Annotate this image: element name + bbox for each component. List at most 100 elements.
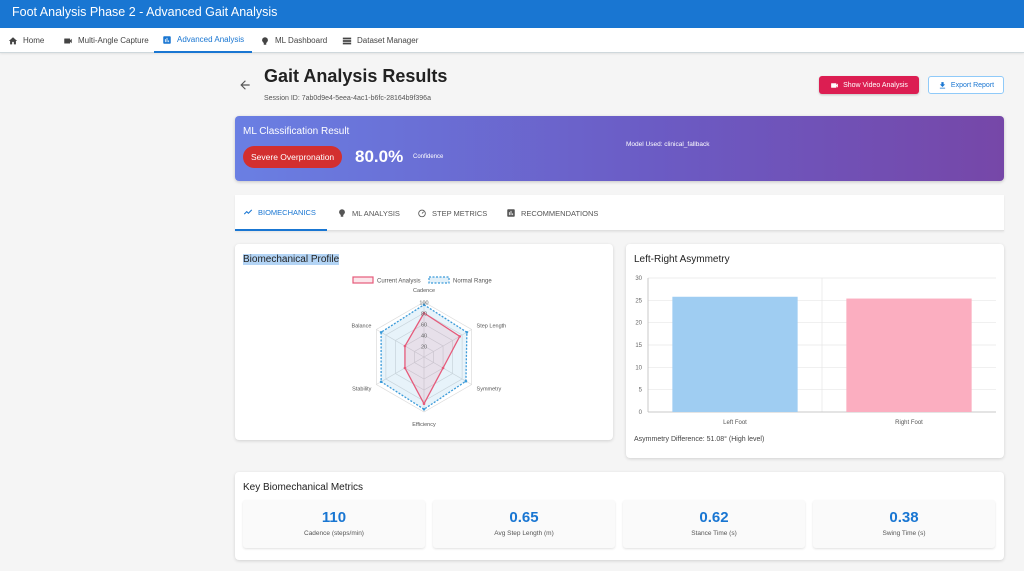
x-tick-label: Left Foot (723, 420, 747, 426)
radar-axis-label: Symmetry (477, 387, 502, 393)
show-video-analysis-label: Show Video Analysis (843, 81, 908, 89)
metric-cadence: 110 Cadence (steps/min) (243, 500, 425, 548)
asymmetry-difference: Asymmetry Difference: 51.08° (High level… (634, 436, 765, 443)
metric-swing-time-label: Swing Time (s) (882, 530, 926, 537)
metric-swing-time-value: 0.38 (889, 509, 919, 526)
analysis-tabs: BIOMECHANICS ML ANALYSIS STEP METRICS RE… (235, 195, 1004, 231)
radar-tick-label: 60 (421, 323, 427, 329)
radar-point (422, 407, 426, 411)
radar-spoke (423, 356, 472, 385)
radar-point (465, 330, 469, 334)
back-arrow-icon[interactable] (238, 78, 252, 92)
key-metrics-card: Key Biomechanical Metrics 110 Cadence (s… (235, 472, 1004, 560)
radar-point (422, 303, 426, 307)
legend-swatch (428, 276, 450, 284)
metric-cadence-value: 110 (321, 509, 347, 526)
tab-recommendations-label: RECOMMENDATIONS (521, 208, 599, 218)
metric-step-length: 0.65 Avg Step Length (m) (433, 500, 615, 548)
brain-icon (262, 36, 268, 45)
ml-classification-title: ML Classification Result (243, 126, 350, 137)
nav-ml-dashboard[interactable]: ML Dashboard (252, 28, 335, 53)
radar-tick-label: 100 (419, 301, 428, 307)
radar-spoke (376, 329, 425, 358)
legend-swatch (352, 276, 374, 284)
nav-advanced-analysis[interactable]: Advanced Analysis (154, 28, 253, 53)
nav-home-label: Home (23, 36, 45, 45)
radar-axis-label: Efficiency (412, 422, 436, 428)
app-title: Foot Analysis Phase 2 - Advanced Gait An… (12, 5, 278, 19)
radar-axis-label: Stability (352, 387, 372, 393)
radar-tick-label: 20 (421, 345, 427, 351)
bar-chart-icon (163, 35, 171, 44)
nav-multi-angle-capture[interactable]: Multi-Angle Capture (55, 28, 157, 53)
radar-point (458, 335, 462, 338)
brain-icon (339, 209, 345, 217)
biomechanical-profile-title: Biomechanical Profile (243, 254, 340, 265)
bar-right-foot (846, 298, 972, 412)
ml-classification-card: ML Classification Result Severe Overpron… (235, 116, 1004, 181)
tab-step-metrics[interactable]: STEP METRICS (409, 195, 495, 231)
y-tick-label: 20 (635, 321, 642, 327)
export-report-button[interactable]: Export Report (928, 76, 1004, 94)
tab-ml-analysis[interactable]: ML ANALYSIS (329, 195, 408, 231)
y-tick-label: 5 (639, 388, 643, 394)
x-tick-label: Right Foot (895, 420, 923, 426)
radar-tick-label: 40 (421, 334, 427, 340)
nav-dataset-manager-label: Dataset Manager (357, 36, 419, 45)
confidence-label: Confidence (413, 154, 444, 160)
radar-point (403, 344, 407, 348)
asymmetry-title: Left-Right Asymmetry (634, 254, 730, 265)
video-camera-icon (64, 38, 72, 43)
show-video-analysis-button[interactable]: Show Video Analysis (819, 76, 919, 94)
legend-label: Normal Range (453, 279, 492, 285)
metric-step-length-label: Avg Step Length (m) (494, 530, 554, 537)
nav-multi-angle-capture-label: Multi-Angle Capture (78, 36, 149, 45)
top-nav: Home Multi-Angle Capture Advanced Analys… (0, 28, 1024, 53)
radar-spoke (376, 356, 425, 385)
model-used: Model Used: clinical_fallback (626, 141, 710, 148)
download-icon (939, 81, 946, 88)
y-tick-label: 0 (639, 410, 643, 416)
radar-point (422, 311, 426, 315)
radar-point (379, 380, 383, 384)
radar-axis-label: Step Length (477, 324, 507, 330)
metric-cadence-label: Cadence (steps/min) (304, 530, 364, 537)
metric-stance-time-label: Stance Time (s) (691, 530, 737, 537)
nav-home[interactable]: Home (0, 28, 52, 53)
confidence-value: 80.0% (355, 147, 404, 166)
radar-point (464, 379, 468, 383)
radar-axis-label: Cadence (413, 288, 435, 294)
tab-biomechanics[interactable]: BIOMECHANICS (235, 195, 327, 231)
speedometer-icon (418, 209, 426, 218)
nav-advanced-analysis-label: Advanced Analysis (177, 35, 245, 44)
tab-biomechanics-label: BIOMECHANICS (258, 207, 316, 217)
app-bar: Foot Analysis Phase 2 - Advanced Gait An… (0, 0, 1024, 28)
y-tick-label: 30 (635, 276, 642, 282)
asymmetry-bar-chart: 0 5 10 15 20 25 30 Left Foot Right Foot (635, 276, 996, 426)
nav-dataset-manager[interactable]: Dataset Manager (334, 28, 426, 53)
left-right-asymmetry-card: Left-Right Asymmetry 0 5 10 15 20 25 30 Left Fo… (626, 244, 1004, 458)
radar-chart: 20 40 60 80 100 Cadence Step Length Symmetry Eff… (352, 276, 507, 428)
bar-left-foot (672, 296, 798, 412)
radar-point (422, 402, 426, 406)
radar-axis-label: Balance (352, 324, 372, 330)
y-tick-label: 25 (635, 298, 642, 304)
legend-label: Current Analysis (377, 279, 421, 285)
storage-icon (342, 37, 352, 44)
radar-point (441, 366, 445, 370)
metric-stance-time: 0.62 Stance Time (s) (623, 500, 805, 548)
radar-point (403, 366, 407, 370)
home-icon (8, 36, 18, 44)
session-id: Session ID: 7ab0d9e4-5eea-4ac1-b6fc-2816… (264, 95, 431, 102)
radar-spoke (423, 329, 472, 358)
biomechanical-profile-card: Biomechanical Profile 20 40 60 80 100 Cadence… (235, 244, 613, 440)
video-camera-icon (831, 82, 838, 88)
metric-step-length-value: 0.65 (509, 509, 539, 526)
radar-point (379, 330, 383, 334)
export-report-label: Export Report (950, 81, 995, 89)
tab-recommendations[interactable]: RECOMMENDATIONS (498, 195, 606, 231)
page-title: Gait Analysis Results (264, 66, 448, 86)
tab-ml-analysis-label: ML ANALYSIS (352, 208, 400, 218)
classification-badge: Severe Overpronation (243, 146, 343, 168)
nav-ml-dashboard-label: ML Dashboard (275, 36, 328, 45)
